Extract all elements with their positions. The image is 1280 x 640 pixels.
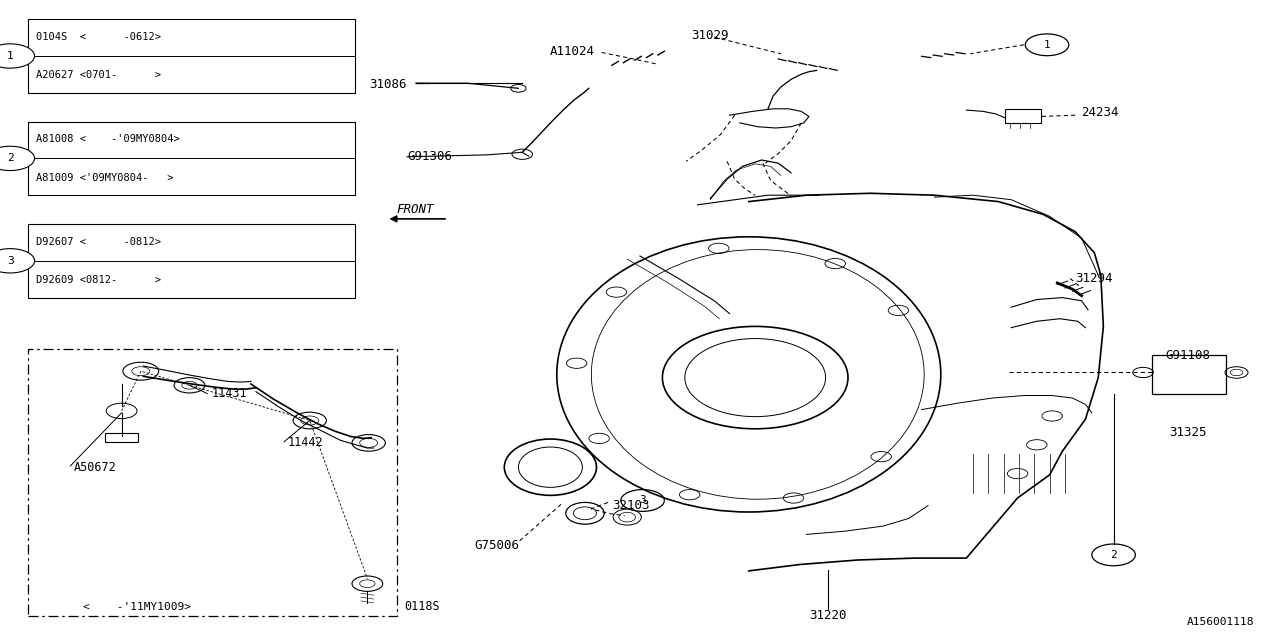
Bar: [28, 349, 397, 616]
Text: 2: 2: [1110, 550, 1117, 560]
Text: 2: 2: [6, 154, 14, 163]
Text: G75006: G75006: [474, 539, 520, 552]
Text: 24234: 24234: [1082, 106, 1119, 118]
Text: D92609 <0812-      >: D92609 <0812- >: [36, 275, 161, 285]
Text: 11442: 11442: [288, 436, 324, 449]
Bar: [105, 433, 138, 442]
Text: 0104S  <      -0612>: 0104S < -0612>: [36, 32, 161, 42]
Text: 31029: 31029: [691, 29, 730, 42]
Text: 31220: 31220: [809, 609, 847, 622]
Bar: [28, 19, 355, 93]
Circle shape: [0, 44, 35, 68]
Text: 3: 3: [639, 495, 646, 506]
Bar: [28, 122, 355, 195]
Text: A156001118: A156001118: [1187, 617, 1254, 627]
Text: 1: 1: [1043, 40, 1051, 50]
Text: FRONT: FRONT: [397, 203, 434, 216]
Bar: [1005, 109, 1041, 123]
Text: 11431: 11431: [211, 387, 247, 400]
Text: 31086: 31086: [370, 78, 407, 91]
Text: 32103: 32103: [612, 499, 649, 512]
Text: G91108: G91108: [1165, 349, 1211, 362]
Text: 0118S: 0118S: [404, 600, 440, 613]
Text: A20627 <0701-      >: A20627 <0701- >: [36, 70, 161, 80]
Text: 31294: 31294: [1075, 272, 1112, 285]
Bar: [1152, 355, 1226, 394]
Text: G91306: G91306: [407, 150, 452, 163]
Text: 3: 3: [6, 256, 14, 266]
Text: 31325: 31325: [1169, 426, 1207, 438]
Text: A50672: A50672: [74, 461, 116, 474]
Text: A81009 <'09MY0804-   >: A81009 <'09MY0804- >: [36, 173, 173, 182]
Text: A11024: A11024: [550, 45, 595, 58]
Text: D92607 <      -0812>: D92607 < -0812>: [36, 237, 161, 246]
Text: 1: 1: [6, 51, 14, 61]
Bar: [28, 224, 355, 298]
Text: A81008 <    -'09MY0804>: A81008 < -'09MY0804>: [36, 134, 179, 144]
Circle shape: [0, 147, 35, 171]
Circle shape: [0, 249, 35, 273]
Text: <    -'11MY1009>: < -'11MY1009>: [83, 602, 191, 612]
